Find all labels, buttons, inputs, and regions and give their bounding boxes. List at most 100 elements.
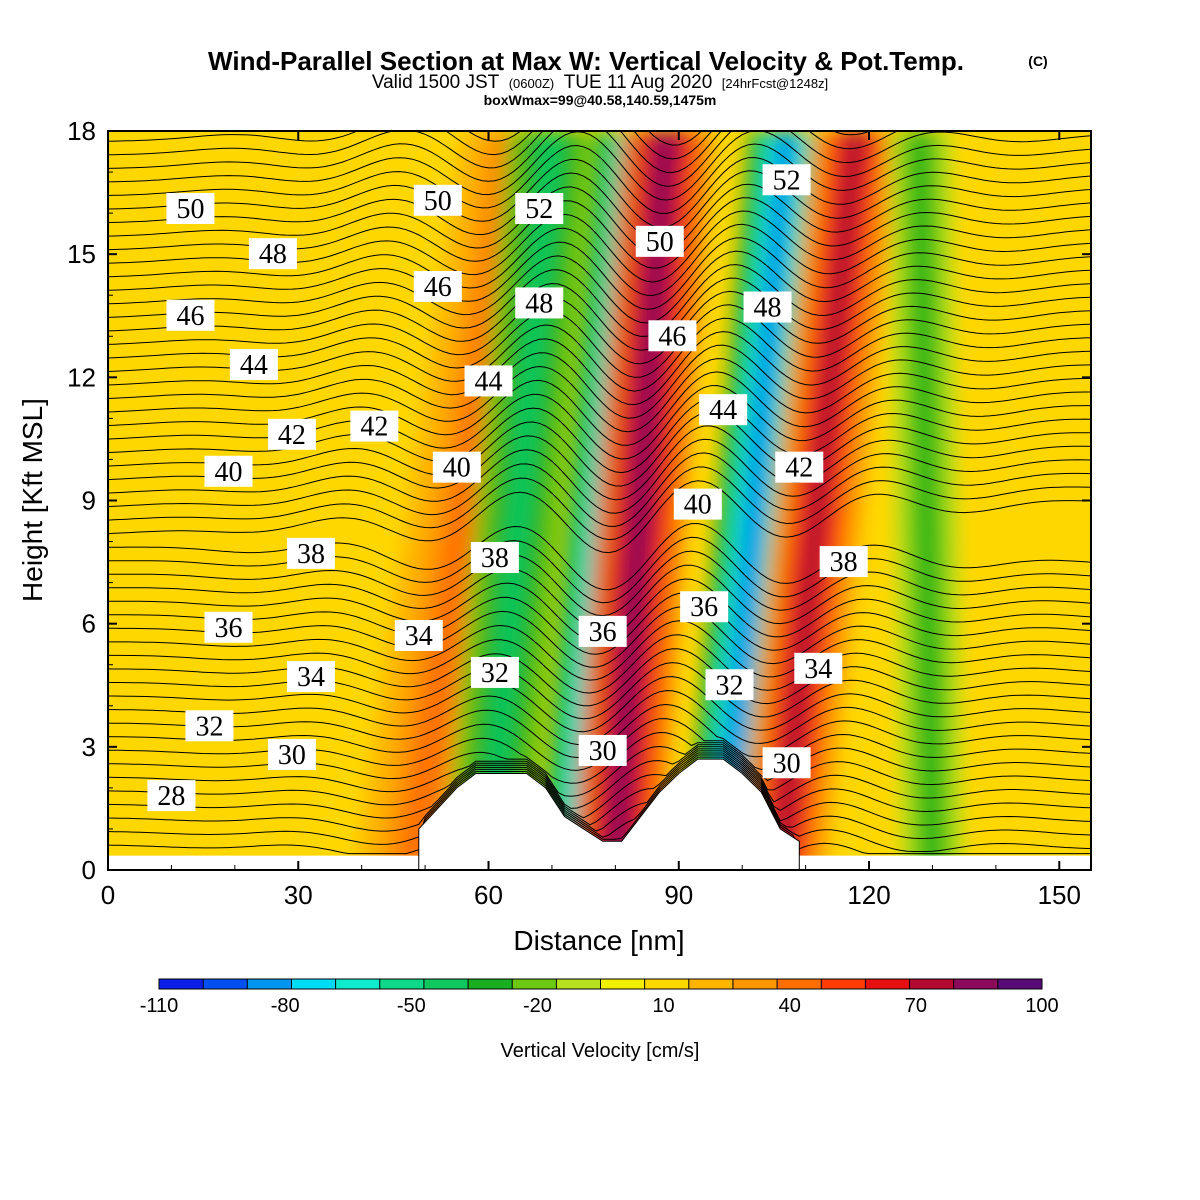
vertical-velocity-field [355, 131, 965, 870]
colorbar-swatch [423, 979, 469, 989]
isentrope-label: 42 [350, 410, 399, 443]
label-text: 34 [297, 662, 325, 693]
colorbar-swatch [953, 979, 999, 989]
colorbar-tick-label: 10 [652, 995, 674, 1017]
colorbar-swatch [379, 979, 425, 989]
valid-prefix: Valid 1500 JST [372, 72, 500, 93]
isentrope [108, 425, 1091, 501]
colorbar-swatch [821, 979, 866, 989]
isentrope-label: 48 [248, 238, 297, 270]
label-text: 36 [214, 613, 242, 644]
label-text: 44 [709, 395, 737, 426]
label-box [470, 656, 519, 688]
isentrope-label: 46 [413, 271, 462, 303]
y-tick-label: 0 [82, 855, 96, 885]
isentrope [108, 606, 1091, 668]
label-box [470, 541, 519, 573]
label-text: 32 [195, 711, 223, 742]
label-text: 32 [481, 658, 509, 689]
colorbar-tick-label: -80 [271, 995, 300, 1017]
isentrope-label: 44 [699, 394, 748, 426]
isentrope-label: 34 [794, 652, 843, 685]
colorbar: -110 -80 -50 -20 10 40 70 100 [140, 978, 1059, 1017]
isentrope [108, 131, 1091, 187]
isentrope [108, 131, 872, 160]
label-box [635, 225, 684, 257]
colorbar-tick-label: -50 [397, 995, 426, 1017]
label-box [762, 164, 811, 196]
label-text: 42 [785, 453, 813, 484]
y-tick-label: 9 [82, 486, 96, 516]
isentrope [108, 183, 1091, 256]
label-text: 30 [278, 740, 306, 771]
isentrope [108, 264, 1091, 337]
label-text: 28 [157, 781, 185, 812]
isentrope-label: 40 [204, 455, 253, 488]
label-box [394, 619, 443, 651]
label-box [229, 349, 278, 381]
label-box [794, 652, 843, 684]
isentrope [108, 522, 1091, 591]
label-box [819, 546, 868, 578]
label-box [166, 299, 215, 331]
isentrope-label: 36 [680, 591, 729, 623]
label-box [680, 591, 729, 623]
isentrope-label: 48 [743, 291, 792, 324]
isentrope-label: 48 [515, 287, 564, 319]
label-box [775, 451, 824, 483]
label-box [464, 365, 513, 397]
isentrope [108, 170, 1091, 242]
box-info: boxWmax=99@40.58,140.59,1475m [484, 92, 717, 108]
colorbar-swatch [777, 979, 822, 989]
isentrope-label: 28 [147, 780, 196, 812]
label-text: 46 [424, 272, 452, 303]
label-box [185, 710, 234, 742]
colorbar-swatch [909, 979, 955, 989]
plot-area: 50 48 46 44 42 42 40 38 36 34 32 30 28 50 46 44 40 38 34 32… [108, 131, 1091, 870]
label-text: 36 [690, 592, 718, 623]
isentrope [108, 756, 1091, 855]
colorbar-swatch [688, 979, 734, 989]
x-axis-label: Distance [nm] [513, 925, 684, 956]
isentrope [108, 131, 899, 174]
isentrope-label: 50 [166, 193, 215, 225]
w-band-3-level-2 [602, 131, 680, 870]
label-text: 38 [830, 547, 858, 578]
isentrope [108, 592, 1091, 655]
colorbar-swatch [247, 979, 292, 989]
label-box [673, 488, 722, 520]
colorbar-tick-label: 40 [779, 995, 801, 1017]
y-tick-label: 12 [67, 362, 96, 392]
contour-labels: 50 48 46 44 42 42 40 38 36 34 32 30 28 50 46 44 40 38 34 32… [147, 164, 868, 812]
label-text: 40 [684, 490, 712, 521]
label-box [204, 455, 253, 487]
label-text: 50 [176, 194, 204, 225]
label-text: 48 [525, 288, 553, 319]
isentrope [108, 746, 1091, 809]
label-text: 42 [360, 412, 388, 443]
isentrope [108, 438, 1091, 514]
colorbar-label: Vertical Velocity [cm/s] [501, 1040, 700, 1062]
isentrope-label: 40 [432, 451, 481, 484]
isentrope [108, 754, 1091, 852]
colorbar-swatch [335, 979, 381, 989]
label-text: 44 [240, 350, 268, 381]
label-box [286, 537, 335, 569]
w-band-6-level-2 [910, 131, 942, 870]
isentrope-label: 42 [267, 418, 316, 451]
isentrope-label: 52 [762, 164, 811, 196]
colorbar-swatch [291, 979, 337, 989]
isentrope [108, 752, 1091, 840]
isentrope [108, 143, 1091, 215]
label-box [413, 184, 462, 216]
label-box [267, 739, 316, 771]
isentrope-label: 44 [464, 365, 513, 397]
isentrope-label: 30 [762, 747, 811, 779]
isentrope-label: 42 [775, 451, 824, 484]
label-box [248, 238, 297, 270]
chart-title: Wind-Parallel Section at Max W: Vertical… [208, 46, 964, 76]
label-box [762, 747, 811, 779]
isentrope [108, 480, 1091, 554]
isentrope [108, 223, 1091, 296]
